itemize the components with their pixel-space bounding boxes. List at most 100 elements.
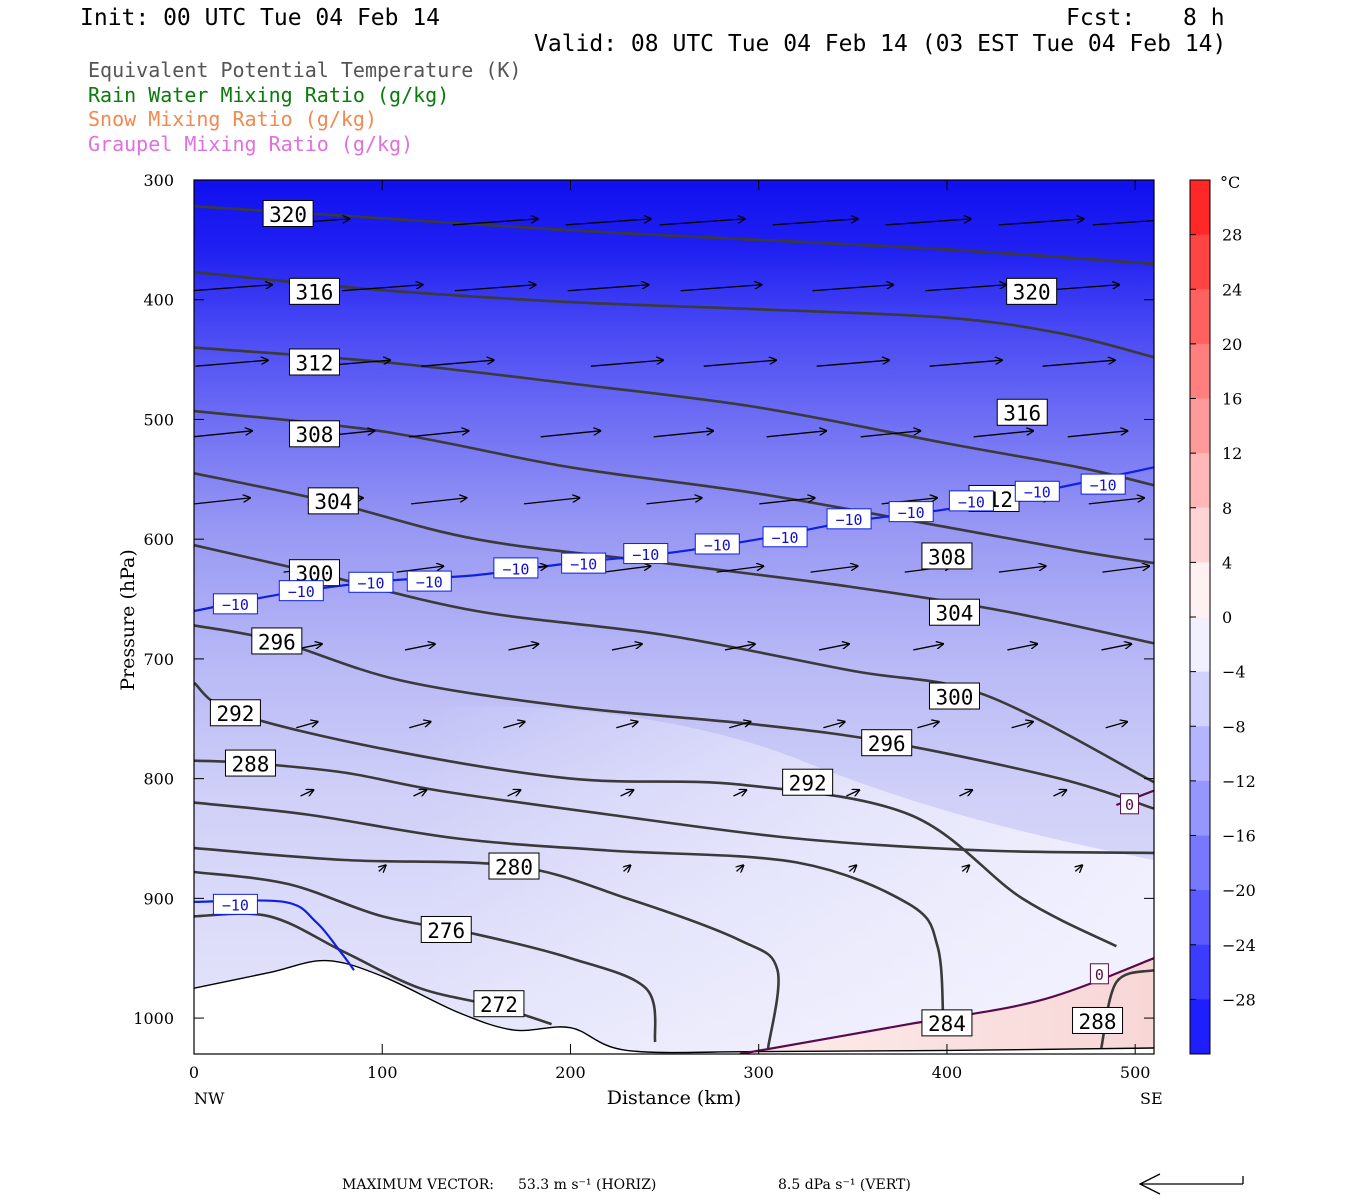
colorbar-segment — [1190, 289, 1210, 345]
theta-e-contour-280 — [194, 846, 780, 1049]
wind-vector — [659, 219, 745, 226]
svg-text:292: 292 — [216, 702, 254, 726]
wind-vector — [1053, 790, 1067, 796]
wind-vector — [925, 285, 1006, 292]
colorbar-tick-label: −12 — [1222, 772, 1256, 791]
svg-text:312: 312 — [296, 351, 334, 375]
theta-e-label-300: 300 — [928, 682, 980, 710]
wind-vector — [421, 360, 493, 367]
wind-vector — [772, 219, 858, 226]
wind-vector — [411, 498, 466, 505]
wind-vector — [590, 360, 663, 367]
colorbar-tick-label: 12 — [1222, 444, 1242, 463]
wind-vector — [565, 219, 651, 226]
x-tick-label: 300 — [743, 1063, 774, 1082]
theta-e-label-308: 308 — [921, 542, 973, 570]
theta-e-label-272: 272 — [473, 990, 525, 1018]
x-end-left-label: NW — [194, 1089, 225, 1108]
svg-text:288: 288 — [232, 752, 270, 776]
wind-vector — [396, 566, 444, 573]
isotherm-label: −10 — [826, 508, 872, 530]
svg-text:280: 280 — [495, 855, 533, 879]
x-tick-label: 500 — [1120, 1063, 1151, 1082]
wind-vector — [567, 285, 649, 292]
theta-e-contour-312 — [194, 346, 1154, 487]
valid-time: Valid: 08 UTC Tue 04 Feb 14 (03 EST Tue … — [534, 31, 1227, 57]
y-tick-label: 300 — [143, 171, 174, 190]
y-tick-label: 700 — [143, 650, 174, 669]
max-vector-vertical: 8.5 dPa s⁻¹ (VERT) — [778, 1177, 911, 1193]
theta-e-label-312: 312 — [288, 348, 340, 376]
colorbar-segment — [1190, 453, 1210, 509]
svg-text:−10: −10 — [222, 596, 249, 614]
wind-vector — [724, 644, 755, 651]
theta-e-label-304: 304 — [928, 598, 980, 626]
wind-vector — [962, 865, 969, 871]
init-time: Init: 00 UTC Tue 04 Feb 14 — [80, 5, 441, 31]
y-tick-label: 800 — [143, 770, 174, 789]
wind-vector — [913, 644, 943, 651]
colorbar-segment — [1190, 507, 1210, 563]
colorbar-segment — [1190, 780, 1210, 836]
wind-vector — [759, 498, 814, 505]
forecast-label: Fcst: — [1066, 5, 1136, 31]
isotherm-label: −10 — [348, 571, 394, 593]
isotherm-label: −10 — [212, 893, 258, 915]
wind-vector — [296, 722, 317, 729]
theta-e-label-296: 296 — [861, 729, 913, 757]
svg-text:−10: −10 — [222, 897, 249, 915]
max-vector-horizontal: 53.3 m s⁻¹ (HORIZ) — [518, 1177, 657, 1193]
svg-text:−10: −10 — [288, 583, 315, 601]
wind-vector — [733, 790, 747, 796]
isotherm-label: −10 — [561, 552, 607, 574]
svg-text:288: 288 — [1079, 1010, 1117, 1034]
theta-e-label-292: 292 — [782, 768, 834, 796]
theta-e-contour-296 — [194, 624, 1154, 810]
colorbar-tick-label: 4 — [1222, 553, 1232, 572]
svg-text:296: 296 — [868, 732, 906, 756]
svg-text:−10: −10 — [357, 575, 384, 593]
svg-text:−10: −10 — [898, 504, 925, 522]
wind-vector — [1011, 722, 1033, 729]
wind-vector — [885, 219, 971, 226]
colorbar-tick-label: 28 — [1222, 226, 1242, 245]
wind-vector — [1102, 566, 1149, 573]
colorbar-segment — [1190, 562, 1210, 618]
theta-e-label-308: 308 — [288, 420, 340, 448]
wind-vector — [404, 644, 435, 651]
colorbar-segment — [1190, 944, 1210, 1000]
svg-text:304: 304 — [314, 490, 352, 514]
theta-e-contour-308 — [194, 409, 1154, 565]
wind-vector — [408, 431, 469, 438]
x-axis-label: Distance (km) — [607, 1087, 742, 1109]
x-tick-label: 100 — [367, 1063, 398, 1082]
theta-e-contour-292 — [194, 681, 1117, 948]
theta-e-label-280: 280 — [488, 852, 540, 880]
colorbar-segment — [1190, 835, 1210, 891]
theta-e-contour-284 — [194, 801, 945, 1019]
wind-vector — [646, 498, 701, 505]
svg-text:−10: −10 — [632, 546, 659, 564]
max-vector-label: MAXIMUM VECTOR: — [342, 1177, 494, 1193]
svg-text:320: 320 — [1013, 281, 1051, 305]
wind-vector — [379, 865, 386, 871]
y-tick-label: 1000 — [133, 1009, 174, 1028]
wind-vector — [341, 285, 423, 292]
terrain-fill — [194, 960, 1154, 1054]
colorbar-tick-label: −20 — [1222, 881, 1256, 900]
svg-text:−10: −10 — [416, 573, 443, 591]
isotherm-label: −10 — [493, 557, 539, 579]
wind-vector — [766, 431, 827, 438]
colorbar-segment — [1190, 180, 1210, 236]
wind-vector — [413, 790, 427, 796]
theta-e-label-304: 304 — [307, 487, 359, 515]
theta-e-label-288: 288 — [1072, 1006, 1124, 1034]
wind-vector — [194, 285, 272, 292]
wind-vector — [1067, 431, 1128, 438]
svg-text:292: 292 — [789, 772, 827, 796]
colorbar-tick-label: −28 — [1222, 990, 1256, 1009]
wind-vector — [1092, 219, 1154, 226]
wind-vector — [1088, 498, 1144, 505]
theta-e-label-296: 296 — [251, 627, 303, 655]
theta-e-contour-288 — [194, 759, 1154, 855]
